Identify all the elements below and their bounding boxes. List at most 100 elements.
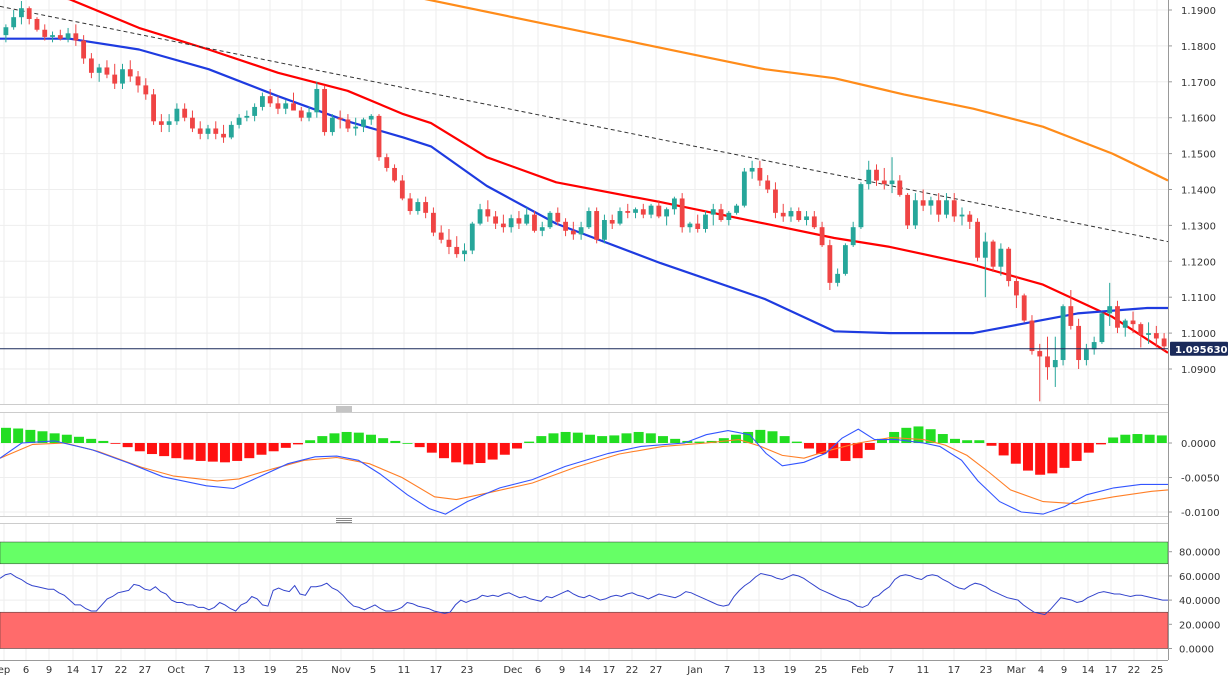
candle-body[interactable] bbox=[889, 180, 895, 185]
candle-body[interactable] bbox=[96, 67, 102, 73]
candle-body[interactable] bbox=[757, 167, 763, 181]
candle-body[interactable] bbox=[773, 189, 778, 213]
candle-body[interactable] bbox=[73, 33, 79, 41]
candle-body[interactable] bbox=[244, 115, 250, 118]
candle-body[interactable] bbox=[423, 202, 429, 213]
candle-body[interactable] bbox=[664, 209, 670, 217]
candle-body[interactable] bbox=[11, 17, 17, 28]
candle-body[interactable] bbox=[617, 211, 623, 224]
candle-body[interactable] bbox=[50, 35, 55, 37]
candle-body[interactable] bbox=[858, 184, 864, 228]
candle-body[interactable] bbox=[1153, 333, 1159, 339]
candle-body[interactable] bbox=[1006, 248, 1012, 282]
candle-body[interactable] bbox=[291, 103, 296, 111]
candle-body[interactable] bbox=[1021, 295, 1027, 321]
candle-body[interactable] bbox=[500, 223, 506, 228]
candle-body[interactable] bbox=[415, 202, 421, 212]
candle-body[interactable] bbox=[687, 223, 693, 228]
candle-body[interactable] bbox=[1115, 306, 1120, 328]
candle-body[interactable] bbox=[827, 245, 833, 283]
candle-body[interactable] bbox=[438, 232, 444, 240]
candle-body[interactable] bbox=[42, 29, 48, 37]
candle-body[interactable] bbox=[104, 67, 110, 75]
candle-body[interactable] bbox=[182, 108, 188, 118]
candle-body[interactable] bbox=[454, 246, 460, 255]
candle-body[interactable] bbox=[555, 212, 561, 222]
candle-body[interactable] bbox=[780, 212, 786, 217]
candle-body[interactable] bbox=[905, 194, 911, 226]
candle-body[interactable] bbox=[578, 227, 584, 235]
candle-body[interactable] bbox=[190, 117, 195, 129]
candle-body[interactable] bbox=[516, 218, 522, 224]
candle-body[interactable] bbox=[174, 108, 180, 122]
candle-body[interactable] bbox=[1052, 360, 1058, 368]
candle-body[interactable] bbox=[811, 216, 817, 228]
candle-body[interactable] bbox=[920, 200, 926, 206]
candle-body[interactable] bbox=[796, 211, 802, 221]
candle-body[interactable] bbox=[1083, 349, 1089, 361]
candle-body[interactable] bbox=[34, 18, 40, 30]
candle-body[interactable] bbox=[283, 103, 289, 109]
candle-body[interactable] bbox=[252, 106, 258, 116]
candle-body[interactable] bbox=[337, 117, 343, 120]
candle-body[interactable] bbox=[881, 180, 887, 185]
candle-body[interactable] bbox=[345, 119, 351, 129]
candle-body[interactable] bbox=[399, 180, 405, 199]
candle-body[interactable] bbox=[158, 121, 164, 125]
macd-panel[interactable] bbox=[0, 426, 1169, 515]
candle-body[interactable] bbox=[944, 200, 949, 215]
candle-body[interactable] bbox=[298, 110, 304, 118]
candle-body[interactable] bbox=[322, 88, 328, 133]
candle-body[interactable] bbox=[407, 198, 413, 212]
candle-body[interactable] bbox=[392, 167, 397, 181]
candle-body[interactable] bbox=[570, 230, 576, 235]
candle-body[interactable] bbox=[88, 58, 94, 73]
candle-body[interactable] bbox=[835, 273, 841, 283]
candle-body[interactable] bbox=[19, 8, 24, 18]
candle-body[interactable] bbox=[671, 198, 677, 210]
candle-body[interactable] bbox=[1037, 351, 1043, 357]
rsi-panel[interactable] bbox=[0, 541, 1169, 649]
candle-body[interactable] bbox=[602, 220, 607, 240]
candle-body[interactable] bbox=[866, 169, 872, 185]
candle-body[interactable] bbox=[874, 169, 879, 181]
candle-body[interactable] bbox=[81, 40, 87, 59]
candle-body[interactable] bbox=[1138, 324, 1144, 335]
candle-body[interactable] bbox=[982, 241, 988, 258]
candle-body[interactable] bbox=[1161, 338, 1167, 347]
candle-body[interactable] bbox=[228, 124, 234, 138]
candle-body[interactable] bbox=[368, 115, 374, 120]
candle-body[interactable] bbox=[205, 128, 211, 134]
candle-body[interactable] bbox=[485, 209, 491, 217]
candle-body[interactable] bbox=[656, 205, 662, 217]
candle-body[interactable] bbox=[897, 180, 903, 195]
candle-body[interactable] bbox=[462, 250, 467, 255]
candle-body[interactable] bbox=[695, 223, 701, 229]
candle-body[interactable] bbox=[1068, 306, 1074, 326]
candle-body[interactable] bbox=[259, 96, 265, 107]
candle-body[interactable] bbox=[267, 96, 273, 104]
candle-body[interactable] bbox=[819, 227, 825, 246]
candle-body[interactable] bbox=[166, 121, 172, 125]
candle-body[interactable] bbox=[275, 103, 281, 109]
candle-body[interactable] bbox=[1130, 320, 1136, 325]
candle-body[interactable] bbox=[151, 94, 156, 122]
candle-body[interactable] bbox=[197, 128, 203, 134]
candle-body[interactable] bbox=[804, 216, 809, 221]
candle-body[interactable] bbox=[788, 211, 794, 217]
candle-body[interactable] bbox=[998, 248, 1004, 267]
price-panel[interactable] bbox=[0, 0, 1169, 402]
candle-body[interactable] bbox=[912, 200, 918, 226]
candle-body[interactable] bbox=[493, 216, 499, 224]
candle-body[interactable] bbox=[765, 180, 771, 190]
candle-body[interactable] bbox=[306, 112, 312, 118]
candle-body[interactable] bbox=[563, 221, 568, 231]
candle-body[interactable] bbox=[65, 33, 71, 39]
candle-body[interactable] bbox=[135, 76, 141, 86]
candle-body[interactable] bbox=[143, 85, 149, 95]
candle-body[interactable] bbox=[361, 119, 366, 127]
candle-body[interactable] bbox=[936, 200, 942, 215]
candle-body[interactable] bbox=[1076, 325, 1082, 361]
candle-body[interactable] bbox=[1122, 320, 1128, 328]
candle-body[interactable] bbox=[1029, 320, 1035, 352]
